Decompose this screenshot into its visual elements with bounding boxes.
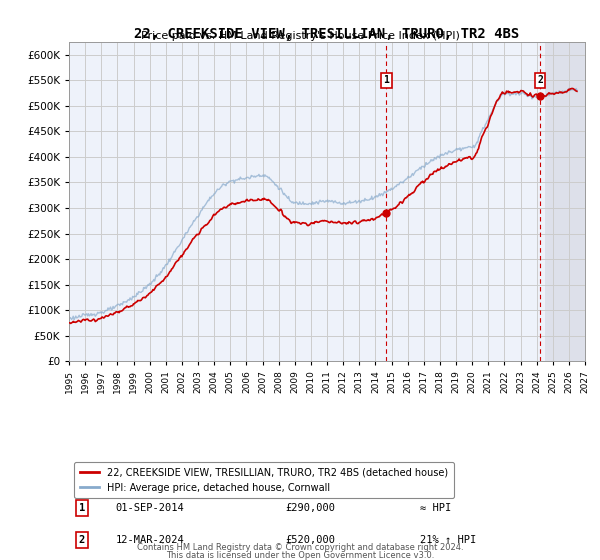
Bar	[545, 42, 585, 361]
Text: 2: 2	[537, 75, 543, 85]
Title: 22, CREEKSIDE VIEW, TRESILLIAN, TRURO, TR2 4BS: 22, CREEKSIDE VIEW, TRESILLIAN, TRURO, T…	[134, 27, 520, 41]
Text: 2: 2	[79, 535, 85, 545]
Text: 12-MAR-2024: 12-MAR-2024	[115, 535, 184, 545]
Text: 1: 1	[383, 75, 389, 85]
Text: 21% ↑ HPI: 21% ↑ HPI	[420, 535, 476, 545]
Text: 1: 1	[79, 503, 85, 513]
Text: £520,000: £520,000	[286, 535, 336, 545]
Text: Price paid vs. HM Land Registry's House Price Index (HPI): Price paid vs. HM Land Registry's House …	[140, 31, 460, 41]
Text: £290,000: £290,000	[286, 503, 336, 513]
Text: ≈ HPI: ≈ HPI	[420, 503, 451, 513]
Text: This data is licensed under the Open Government Licence v3.0.: This data is licensed under the Open Gov…	[166, 551, 434, 560]
Text: 01-SEP-2014: 01-SEP-2014	[115, 503, 184, 513]
Legend: 22, CREEKSIDE VIEW, TRESILLIAN, TRURO, TR2 4BS (detached house), HPI: Average pr: 22, CREEKSIDE VIEW, TRESILLIAN, TRURO, T…	[74, 462, 454, 498]
Text: Contains HM Land Registry data © Crown copyright and database right 2024.: Contains HM Land Registry data © Crown c…	[137, 543, 463, 552]
